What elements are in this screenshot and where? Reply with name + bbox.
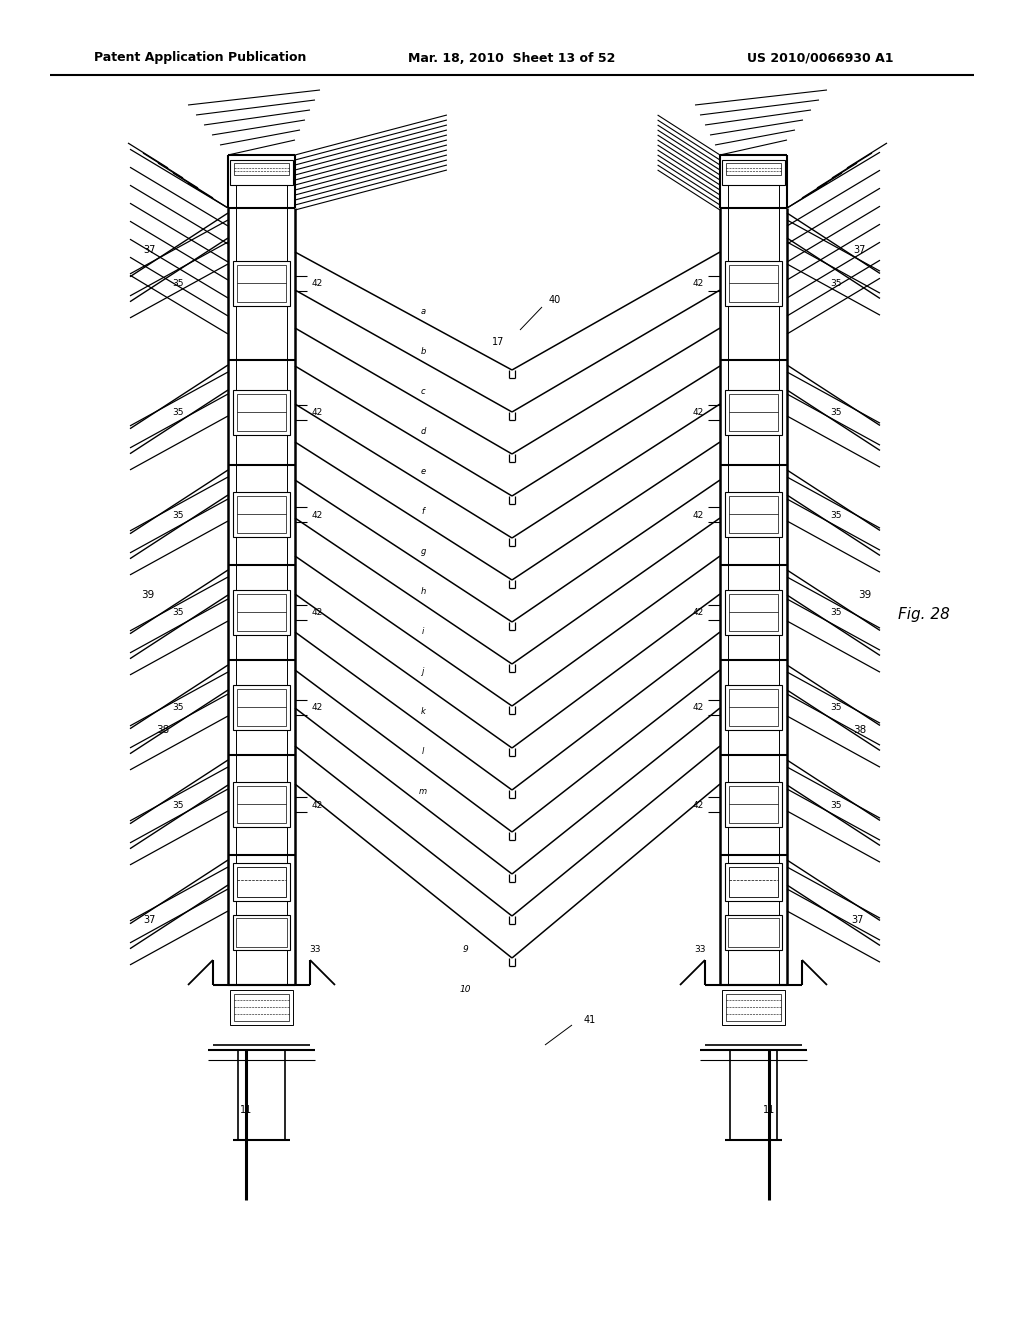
Bar	[237, 265, 286, 302]
Text: m: m	[419, 787, 427, 796]
Bar	[230, 990, 293, 1026]
Text: 37: 37	[143, 246, 157, 255]
Bar	[234, 162, 289, 176]
Text: 35: 35	[172, 280, 183, 289]
Text: c: c	[421, 387, 425, 396]
Text: k: k	[421, 706, 425, 715]
Text: 11: 11	[240, 1105, 252, 1115]
Text: g: g	[420, 546, 426, 556]
Bar	[237, 785, 286, 822]
Text: 37: 37	[854, 246, 866, 255]
Bar	[233, 915, 290, 950]
Text: US 2010/0066930 A1: US 2010/0066930 A1	[746, 51, 893, 65]
Text: 17: 17	[492, 337, 504, 347]
Text: 42: 42	[692, 511, 703, 520]
Text: 40: 40	[549, 294, 561, 305]
Bar	[233, 389, 290, 436]
Bar	[236, 917, 287, 946]
Text: 11: 11	[763, 1105, 775, 1115]
Bar	[230, 160, 293, 185]
Text: 42: 42	[311, 704, 323, 711]
Text: h: h	[421, 586, 426, 595]
Bar	[237, 393, 286, 432]
Bar	[233, 863, 290, 902]
Text: l: l	[422, 747, 424, 755]
Text: 38: 38	[157, 725, 170, 735]
Text: b: b	[420, 346, 426, 355]
Bar	[233, 781, 290, 828]
Text: 42: 42	[692, 800, 703, 809]
Bar	[234, 994, 289, 1020]
Text: 42: 42	[311, 408, 323, 417]
Text: 35: 35	[172, 408, 183, 417]
Bar	[729, 867, 778, 898]
Text: 35: 35	[172, 511, 183, 520]
Bar	[237, 867, 286, 898]
Text: 35: 35	[830, 609, 842, 616]
Text: j: j	[422, 667, 424, 676]
Text: Mar. 18, 2010  Sheet 13 of 52: Mar. 18, 2010 Sheet 13 of 52	[409, 51, 615, 65]
Bar	[725, 590, 782, 635]
Bar	[725, 261, 782, 306]
Bar	[722, 160, 785, 185]
Bar	[722, 990, 785, 1026]
Bar	[725, 863, 782, 902]
Text: i: i	[422, 627, 424, 635]
Bar	[725, 492, 782, 537]
Text: 42: 42	[692, 280, 703, 289]
Bar	[729, 265, 778, 302]
Bar	[729, 496, 778, 533]
Text: 39: 39	[141, 590, 155, 601]
Bar	[725, 389, 782, 436]
Bar	[725, 685, 782, 730]
Text: 42: 42	[311, 800, 323, 809]
Text: 35: 35	[830, 408, 842, 417]
Bar	[233, 685, 290, 730]
Text: 42: 42	[692, 609, 703, 616]
Bar	[237, 689, 286, 726]
Text: Fig. 28: Fig. 28	[898, 607, 950, 623]
Text: 42: 42	[692, 408, 703, 417]
Text: 38: 38	[853, 725, 866, 735]
Text: 37: 37	[851, 915, 863, 925]
Bar	[729, 393, 778, 432]
Text: 41: 41	[584, 1015, 596, 1026]
Text: Patent Application Publication: Patent Application Publication	[94, 51, 306, 65]
Text: 42: 42	[692, 704, 703, 711]
Bar	[729, 594, 778, 631]
Text: d: d	[420, 426, 426, 436]
Text: 35: 35	[830, 511, 842, 520]
Text: e: e	[421, 466, 426, 475]
Text: 35: 35	[172, 704, 183, 711]
Text: 9: 9	[462, 945, 468, 954]
Text: 33: 33	[309, 945, 321, 954]
Bar	[726, 162, 781, 176]
Text: 35: 35	[830, 280, 842, 289]
Bar	[237, 594, 286, 631]
Bar	[728, 917, 779, 946]
Text: 42: 42	[311, 280, 323, 289]
Bar	[729, 689, 778, 726]
Bar	[233, 590, 290, 635]
Bar	[237, 496, 286, 533]
Bar	[729, 785, 778, 822]
Bar	[233, 261, 290, 306]
Text: 35: 35	[172, 800, 183, 809]
Text: 35: 35	[172, 609, 183, 616]
Text: 39: 39	[858, 590, 871, 601]
Text: f: f	[422, 507, 425, 516]
Text: 37: 37	[143, 915, 157, 925]
Text: 42: 42	[311, 609, 323, 616]
Text: 42: 42	[311, 511, 323, 520]
Text: 35: 35	[830, 800, 842, 809]
Text: 35: 35	[830, 704, 842, 711]
Text: a: a	[421, 306, 426, 315]
Text: 10: 10	[459, 986, 471, 994]
Bar	[726, 994, 781, 1020]
Bar	[725, 781, 782, 828]
Bar	[233, 492, 290, 537]
Bar	[725, 915, 782, 950]
Text: 33: 33	[694, 945, 706, 954]
